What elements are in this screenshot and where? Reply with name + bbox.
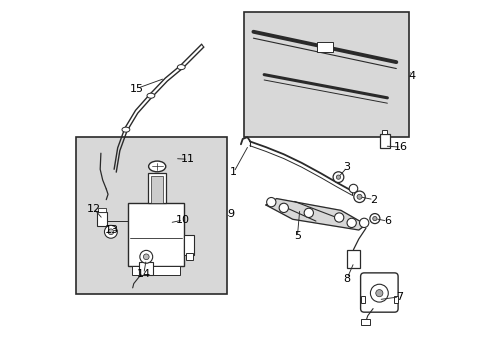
Circle shape [279,203,288,212]
Text: 4: 4 [407,71,414,81]
Bar [381,130,386,134]
Bar [393,296,397,303]
Circle shape [370,284,387,302]
Ellipse shape [177,64,185,69]
Circle shape [359,218,368,228]
Text: 13: 13 [104,225,119,235]
Text: 9: 9 [227,209,234,219]
Circle shape [140,250,152,263]
Text: 3: 3 [343,162,350,172]
Circle shape [372,216,376,221]
Circle shape [304,208,313,217]
Text: 12: 12 [86,203,101,213]
Text: 1: 1 [230,167,237,177]
Bar [98,208,105,212]
Circle shape [346,218,356,228]
Circle shape [266,198,275,207]
Ellipse shape [122,127,130,132]
Circle shape [375,289,382,297]
Text: 7: 7 [395,292,402,302]
Circle shape [334,213,343,222]
Bar [185,253,192,260]
Text: 15: 15 [129,84,143,94]
Bar [151,176,163,203]
Bar [183,235,194,255]
Bar [360,296,364,303]
Circle shape [104,225,117,238]
Circle shape [348,184,357,193]
Text: 11: 11 [181,154,195,164]
Text: 10: 10 [176,215,190,225]
Text: 6: 6 [383,216,390,226]
Circle shape [332,172,343,183]
Bar [148,173,166,203]
Ellipse shape [148,161,165,172]
Circle shape [336,175,340,179]
Polygon shape [265,199,365,230]
Circle shape [353,191,365,203]
Bar [128,203,183,266]
Bar [244,12,408,137]
Text: 14: 14 [137,269,150,279]
Ellipse shape [147,93,155,98]
Text: 5: 5 [293,231,300,242]
Circle shape [356,194,361,199]
FancyBboxPatch shape [360,273,397,312]
Bar [97,212,107,226]
Bar [379,134,389,148]
Circle shape [143,254,149,260]
Text: 8: 8 [343,274,350,284]
Text: 16: 16 [393,142,407,152]
Bar [76,137,226,294]
Bar [316,42,332,52]
Bar [132,266,180,275]
Circle shape [108,229,114,235]
Text: 2: 2 [369,195,377,204]
Circle shape [369,213,379,224]
Bar [139,262,153,275]
Bar [361,319,369,325]
Bar [346,249,359,267]
